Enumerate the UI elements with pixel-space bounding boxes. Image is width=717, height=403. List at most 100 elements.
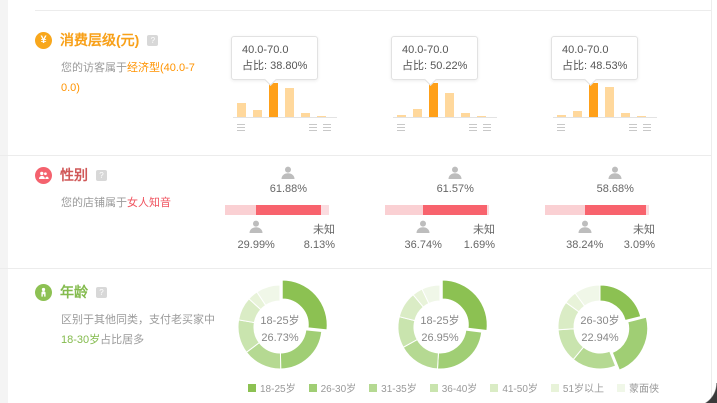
- bar-segment[interactable]: [253, 110, 262, 117]
- donut-center-value: 22.94%: [581, 332, 619, 344]
- section-title-consumption: 消费层级(元): [60, 32, 140, 48]
- legend-label: 31-35岁: [381, 384, 417, 395]
- desc-text: 您的访客属于: [61, 62, 127, 74]
- bar-segment[interactable]: [637, 116, 646, 117]
- gender-segment-unknown[interactable]: [487, 205, 489, 215]
- bar-segment[interactable]: [397, 115, 406, 117]
- help-icon[interactable]: ?: [147, 34, 159, 46]
- legend-item[interactable]: 41-50岁: [490, 380, 538, 395]
- legend-label: 36-40岁: [441, 384, 478, 395]
- donut-segment-26-30岁[interactable]: [611, 316, 649, 371]
- bar-segment[interactable]: [621, 113, 630, 117]
- bar-segment[interactable]: [317, 116, 326, 117]
- bar-segment[interactable]: [605, 87, 614, 117]
- gender-chart: 61.88% 29.99% 未知 8.13%: [225, 155, 385, 268]
- donut-segment-蒙面侠[interactable]: [574, 284, 601, 307]
- axis-tick-label: [469, 124, 477, 131]
- legend-item[interactable]: 36-40岁: [429, 380, 478, 395]
- gender-segment-female[interactable]: [423, 205, 488, 215]
- age-label-block: 年龄 ? 区别于其他同类，支付老买家中 18-30岁占比居多: [35, 268, 225, 403]
- legend-label: 51岁以上: [562, 384, 605, 395]
- section-age: 年龄 ? 区别于其他同类，支付老买家中 18-30岁占比居多 18-25岁 26.7…: [0, 268, 717, 403]
- age-donut-chart: 18-25岁 26.73%: [225, 268, 385, 403]
- axis-tick-label: [237, 124, 245, 131]
- bar-segment[interactable]: [429, 83, 438, 117]
- desc-highlight: 经济型(40.0-70.0): [61, 62, 195, 94]
- bar-segment[interactable]: [301, 113, 310, 117]
- bar-segment[interactable]: [461, 113, 470, 117]
- donut-segment-18-25岁[interactable]: [599, 284, 642, 322]
- axis-tick-label: [323, 124, 331, 131]
- axis-tick-label: [483, 124, 491, 131]
- donut-segment-蒙面侠[interactable]: [256, 284, 281, 306]
- chart-tooltip: 40.0-70.0 占比: 48.53%: [551, 36, 639, 86]
- gender-bar: [545, 205, 649, 215]
- gender-segment-male[interactable]: [385, 205, 424, 215]
- legend-swatch: [490, 383, 499, 392]
- legend-swatch: [248, 383, 256, 392]
- bar-segment[interactable]: [573, 111, 582, 117]
- section-divider: [0, 268, 711, 269]
- age-donut-chart: 18-25岁 26.95%: [385, 268, 545, 403]
- help-icon[interactable]: ?: [96, 169, 107, 181]
- bar-segment[interactable]: [237, 103, 246, 117]
- male-percent: 29.99%: [237, 239, 275, 251]
- gender-segment-unknown[interactable]: [320, 205, 329, 215]
- legend-item[interactable]: 31-35岁: [369, 380, 417, 395]
- tooltip-range: 40.0-70.0: [402, 44, 449, 56]
- top-divider: [35, 10, 711, 11]
- gender-segment-male[interactable]: [545, 205, 585, 215]
- gender-segment-female[interactable]: [584, 205, 646, 215]
- female-icon: [447, 165, 463, 181]
- female-percent: 58.68%: [596, 183, 634, 195]
- section-divider: [0, 155, 711, 156]
- gender-bar: [225, 205, 329, 215]
- bar-axis: [393, 82, 497, 118]
- donut-segment-18-25岁[interactable]: [441, 279, 488, 332]
- unknown-percent: 1.69%: [463, 239, 495, 251]
- gender-chart: 61.57% 36.74% 未知 1.69%: [385, 155, 545, 268]
- consumption-bar-chart: 40.0-70.0 占比: 50.22%: [385, 10, 545, 155]
- axis-tick-label: [309, 124, 317, 131]
- consumption-bar-chart: 40.0-70.0 占比: 38.80%: [225, 10, 385, 155]
- desc-text: 您的店铺属于: [61, 197, 127, 209]
- unknown-label: 未知: [633, 224, 655, 236]
- desc-highlight: 18-30岁: [61, 334, 101, 346]
- tooltip-range: 40.0-70.0: [562, 44, 609, 56]
- bar-segment[interactable]: [285, 88, 294, 117]
- legend-label: 26-30岁: [320, 384, 357, 395]
- window-corner: [693, 383, 717, 403]
- consumption-charts: 40.0-70.0 占比: 38.80% 40.0-70.0 占比: 50.22% 40…: [225, 10, 717, 155]
- legend-swatch: [429, 383, 438, 392]
- donut-segment-18-25岁[interactable]: [281, 279, 328, 331]
- bar-segment[interactable]: [477, 116, 486, 117]
- bar-segment[interactable]: [589, 83, 598, 117]
- help-icon[interactable]: ?: [96, 286, 107, 298]
- gender-segment-unknown[interactable]: [645, 205, 649, 215]
- male-percent: 38.24%: [566, 239, 604, 251]
- gender-segment-male[interactable]: [225, 205, 257, 215]
- legend-item[interactable]: 蒙面侠: [617, 380, 659, 395]
- donut-center-label: 18-25岁: [260, 313, 299, 327]
- bar-segment[interactable]: [557, 115, 566, 117]
- consumption-description: 您的访客属于经济型(40.0-70.0): [61, 58, 195, 98]
- tooltip-value: 占比: 38.80%: [242, 60, 308, 72]
- male-percent: 36.74%: [404, 239, 442, 251]
- gender-bar: [385, 205, 489, 215]
- gender-charts: 61.88% 29.99% 未知 8.13% 61.57% 36.74% 未知 1.69% 58…: [225, 155, 717, 268]
- legend-swatch: [550, 383, 559, 392]
- bar-segment[interactable]: [413, 109, 422, 117]
- legend-item[interactable]: 51岁以上: [550, 380, 605, 395]
- bar-segment[interactable]: [445, 93, 454, 117]
- section-title-age: 年龄: [60, 284, 88, 300]
- legend-item[interactable]: 18-25岁: [248, 380, 296, 395]
- axis-tick-label: [643, 124, 651, 131]
- unknown-label: 未知: [473, 224, 495, 236]
- bar-segment[interactable]: [269, 83, 278, 117]
- donut-segment-蒙面侠[interactable]: [421, 284, 441, 305]
- legend-item[interactable]: 26-30岁: [308, 380, 357, 395]
- gender-description: 您的店铺属于女人知音: [61, 193, 213, 213]
- desc-text: 区别于其他同类，支付老买家中: [61, 314, 215, 326]
- gender-segment-female[interactable]: [256, 205, 321, 215]
